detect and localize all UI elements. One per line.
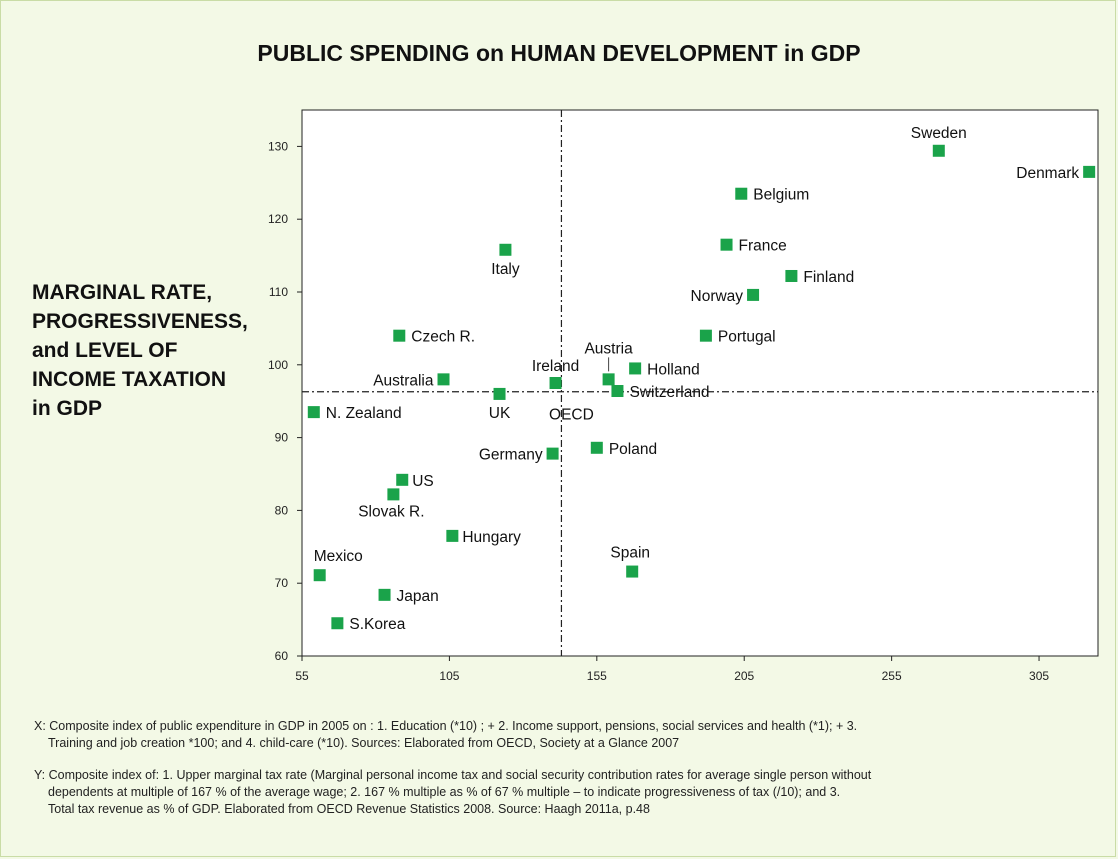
y-tick-label: 70: [275, 576, 289, 590]
point-marker: [396, 473, 409, 486]
point-marker: [499, 243, 512, 256]
point-label: Belgium: [753, 187, 809, 204]
point-label: Spain: [610, 545, 650, 562]
axis-ticks: 60 70 80 90 100 110 120 130 55 105 155 205 255 305: [268, 139, 1049, 683]
point-marker: [331, 617, 344, 630]
point-marker: [493, 387, 506, 400]
point-marker: [785, 269, 798, 282]
y-axis-label-line: INCOME TAXATION: [32, 368, 227, 391]
data-points: Sweden Denmark Belgium France Finland Norway I…: [307, 125, 1096, 633]
point-label: Poland: [609, 441, 657, 458]
point-marker: [590, 441, 603, 454]
point-marker: [747, 288, 760, 301]
point-label: Ireland: [532, 358, 579, 375]
point-label: Holland: [647, 361, 700, 378]
point-label: Switzerland: [629, 384, 709, 401]
point-marker: [387, 488, 400, 501]
chart-title: PUBLIC SPENDING on HUMAN DEVELOPMENT in …: [257, 40, 861, 66]
y-axis-label-line: in GDP: [32, 397, 103, 420]
y-axis-label: MARGINAL RATE, PROGRESSIVENESS, and LEVE…: [32, 278, 272, 423]
y-axis-label-line: MARGINAL RATE,: [32, 281, 213, 304]
point-marker: [699, 329, 712, 342]
y-tick-label: 130: [268, 139, 288, 153]
point-label: Austria: [584, 340, 633, 357]
x-axis-note: X: Composite index of public expenditure…: [34, 718, 1094, 752]
y-tick-label: 100: [268, 358, 288, 372]
point-label: Portugal: [718, 329, 776, 346]
point-label: Italy: [491, 261, 520, 278]
point-label: Denmark: [1016, 165, 1079, 182]
point-label: Finland: [803, 269, 854, 286]
point-label: Mexico: [314, 548, 363, 565]
point-marker: [393, 329, 406, 342]
point-marker: [932, 144, 945, 157]
point-label: Australia: [373, 372, 434, 389]
point-marker: [446, 529, 459, 542]
point-label: UK: [489, 405, 511, 422]
point-label: France: [739, 238, 787, 255]
y-tick-label: 120: [268, 212, 288, 226]
point-marker: [611, 385, 624, 398]
point-label: US: [412, 473, 434, 490]
x-tick-label: 55: [295, 669, 309, 683]
point-marker: [720, 238, 733, 251]
point-label: S.Korea: [349, 616, 405, 633]
point-label: N. Zealand: [326, 405, 402, 422]
y-tick-label: 90: [275, 431, 289, 445]
x-note-line: X: Composite index of public expenditure…: [34, 719, 858, 733]
point-label: Sweden: [911, 125, 967, 142]
point-marker: [735, 187, 748, 200]
point-label: Japan: [397, 588, 439, 605]
x-note-line: Training and job creation *100; and 4. c…: [48, 736, 680, 750]
oecd-label: OECD: [549, 407, 594, 424]
point-marker: [437, 373, 450, 386]
y-axis-label-line: and LEVEL OF: [32, 339, 178, 362]
point-label: Germany: [479, 447, 543, 464]
y-note-line: Total tax revenue as % of GDP. Elaborate…: [48, 802, 650, 816]
x-tick-label: 105: [439, 669, 459, 683]
point-marker: [1083, 165, 1096, 178]
y-tick-label: 60: [275, 649, 289, 663]
x-tick-label: 205: [734, 669, 754, 683]
y-axis-note: Y: Composite index of: 1. Upper marginal…: [34, 767, 1094, 818]
point-label: Slovak R.: [358, 503, 424, 520]
point-marker: [549, 377, 562, 389]
y-note-line: Y: Composite index of: 1. Upper marginal…: [34, 768, 872, 782]
point-marker: [313, 569, 326, 582]
y-axis-label-line: PROGRESSIVENESS,: [32, 310, 248, 333]
point-marker: [602, 373, 615, 386]
plot-area: [301, 109, 1099, 657]
y-note-line: dependents at multiple of 167 % of the a…: [48, 785, 841, 799]
x-tick-label: 255: [882, 669, 902, 683]
point-label: Norway: [691, 288, 744, 305]
point-label: Czech R.: [411, 329, 475, 346]
point-marker: [546, 447, 559, 460]
x-tick-label: 305: [1029, 669, 1049, 683]
point-marker: [626, 565, 639, 578]
scatter-plot: 60 70 80 90 100 110 120 130 55 105 155 205 255 305 OE…: [268, 109, 1099, 683]
y-tick-label: 80: [275, 503, 289, 517]
point-marker: [378, 588, 391, 601]
y-tick-label: 110: [269, 285, 288, 299]
x-tick-label: 155: [587, 669, 607, 683]
point-marker: [629, 362, 642, 375]
point-marker: [307, 406, 320, 419]
point-label: Hungary: [462, 529, 521, 546]
